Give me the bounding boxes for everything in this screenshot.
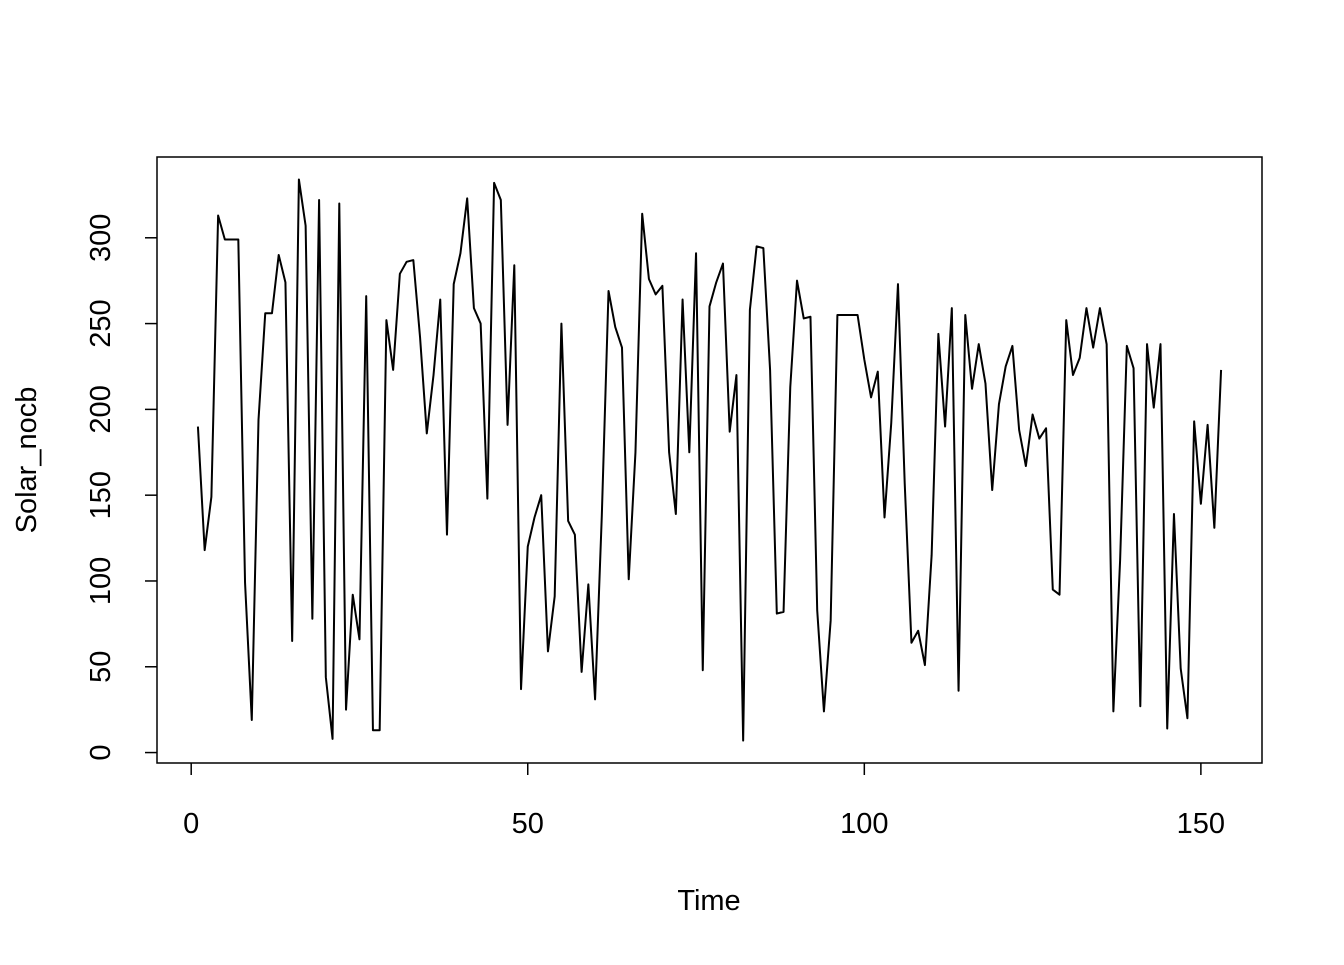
- y-tick-label: 300: [85, 214, 117, 262]
- x-tick-label: 100: [840, 808, 888, 840]
- y-tick-label: 200: [85, 385, 117, 433]
- y-tick-label: 150: [85, 471, 117, 519]
- y-tick-label: 0: [85, 744, 117, 760]
- x-tick-label: 150: [1177, 808, 1225, 840]
- x-tick-label: 0: [183, 808, 199, 840]
- data-line: [196, 178, 1223, 742]
- y-tick-label: 50: [85, 651, 117, 683]
- x-axis-title: Time: [677, 885, 740, 917]
- y-axis-title: Solar_nocb: [11, 387, 43, 534]
- x-tick-label: 50: [512, 808, 544, 840]
- y-tick-label: 100: [85, 557, 117, 605]
- plot-frame: [156, 156, 1263, 764]
- y-tick-label: 250: [85, 299, 117, 347]
